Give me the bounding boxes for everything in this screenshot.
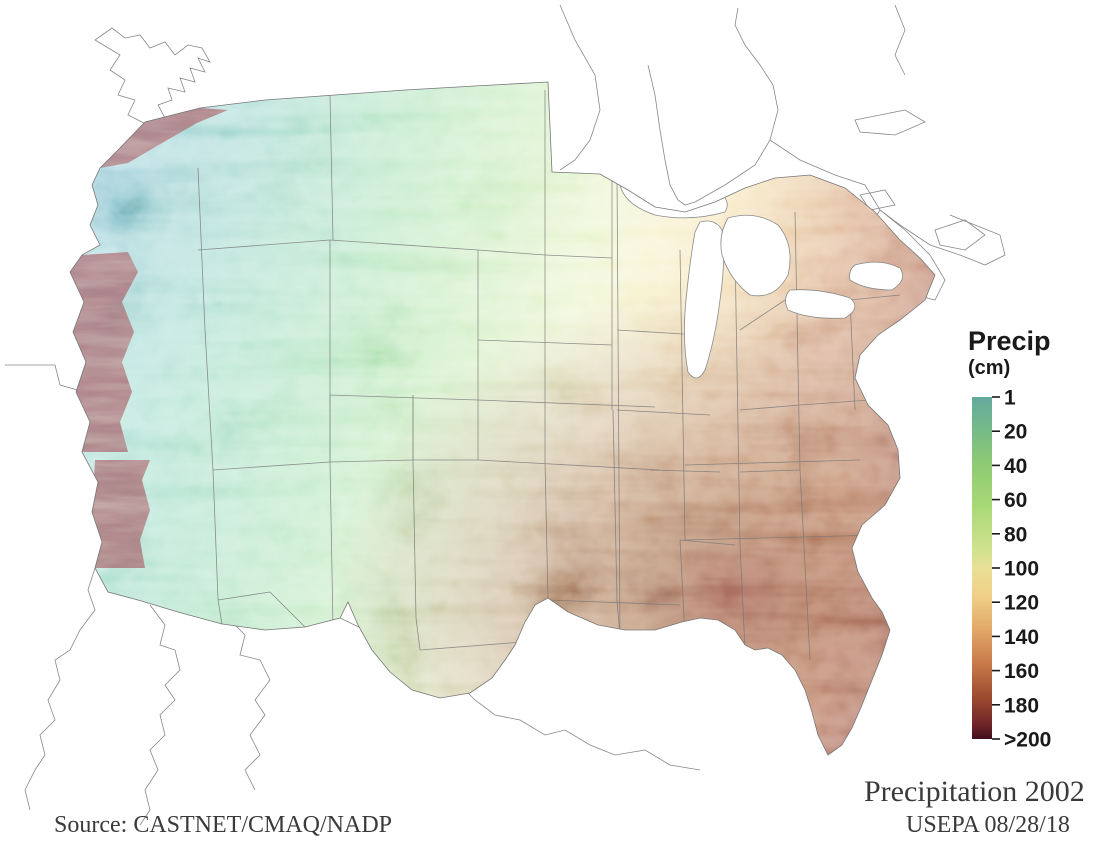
svg-text:(cm): (cm) bbox=[968, 357, 1010, 379]
svg-text:140: 140 bbox=[1004, 626, 1039, 649]
svg-text:80: 80 bbox=[1004, 523, 1027, 546]
svg-text:100: 100 bbox=[1004, 558, 1039, 581]
svg-text:120: 120 bbox=[1004, 592, 1039, 615]
svg-text:>200: >200 bbox=[1004, 729, 1051, 752]
svg-text:Precipitation 2002: Precipitation 2002 bbox=[864, 775, 1085, 808]
svg-text:20: 20 bbox=[1004, 421, 1027, 444]
svg-text:1: 1 bbox=[1004, 387, 1016, 410]
svg-text:60: 60 bbox=[1004, 489, 1027, 512]
svg-text:40: 40 bbox=[1004, 455, 1027, 478]
svg-text:Source: CASTNET/CMAQ/NADP: Source: CASTNET/CMAQ/NADP bbox=[54, 812, 392, 838]
svg-text:Precip: Precip bbox=[968, 326, 1051, 356]
svg-text:180: 180 bbox=[1004, 694, 1039, 717]
svg-text:USEPA 08/28/18: USEPA 08/28/18 bbox=[906, 812, 1070, 838]
svg-text:160: 160 bbox=[1004, 660, 1039, 683]
